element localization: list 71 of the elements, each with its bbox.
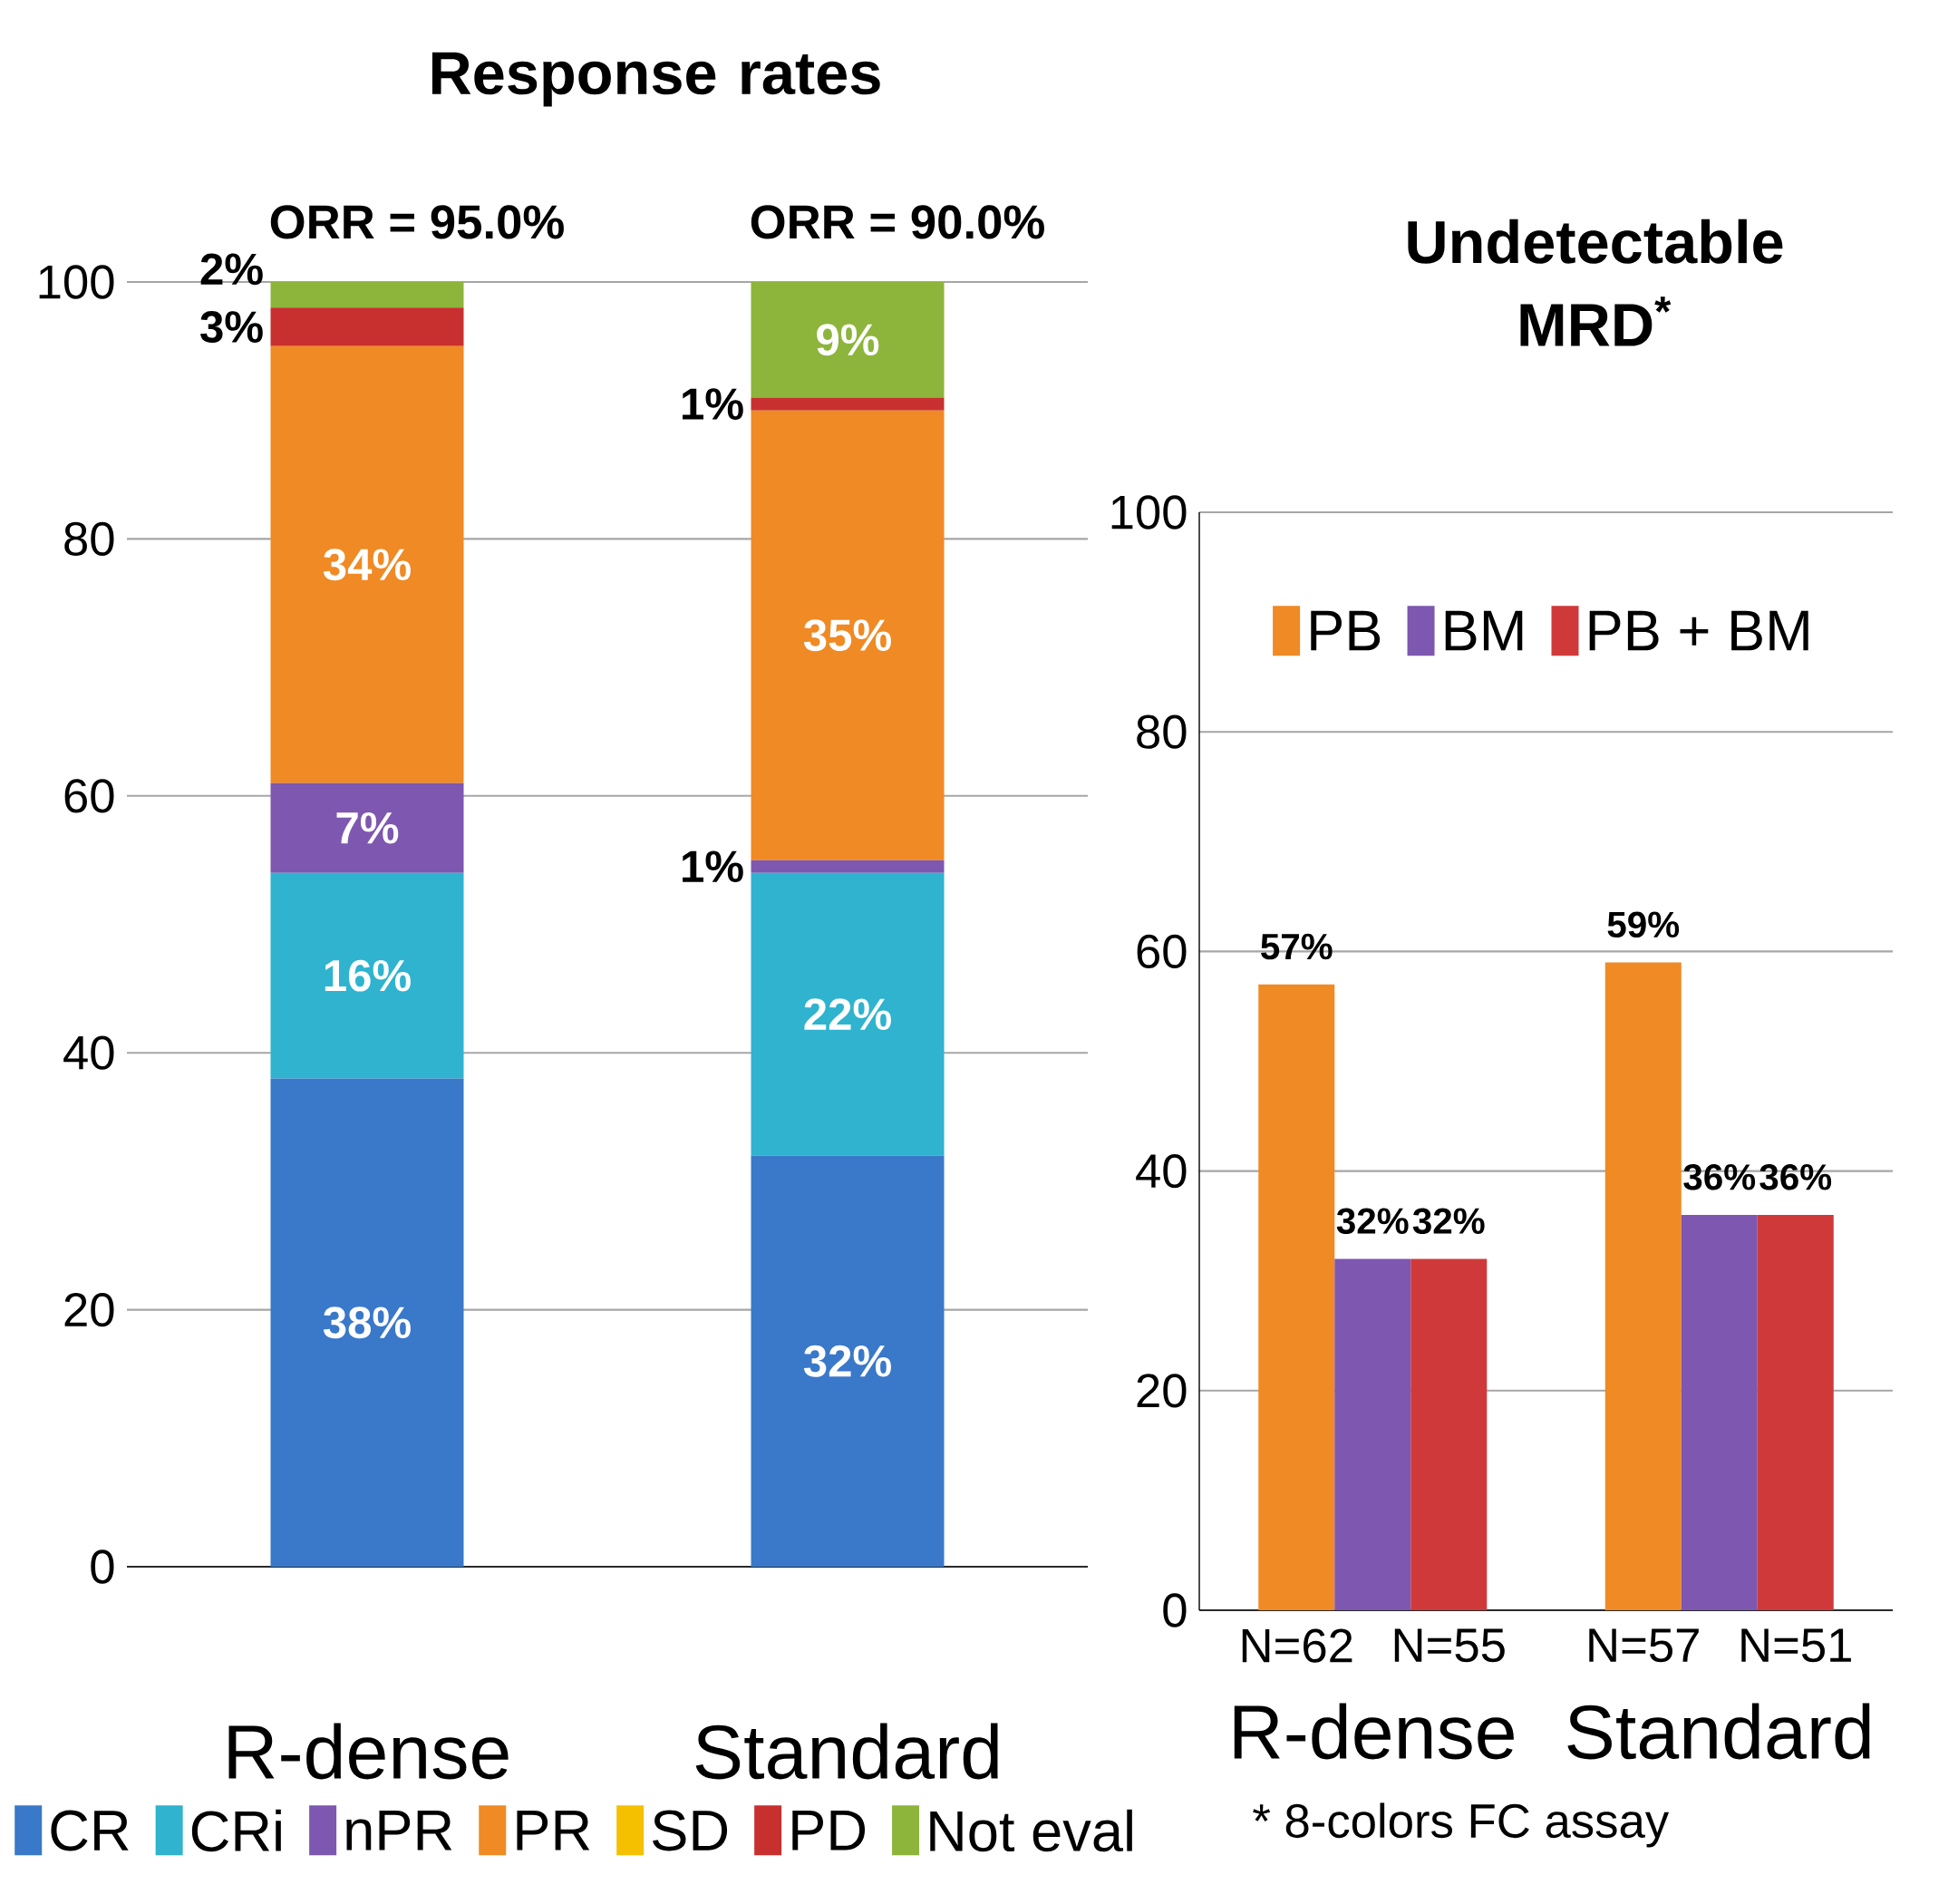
data-label: 7% [336, 811, 399, 844]
bar [270, 782, 464, 873]
data-label: 36% [1759, 1163, 1832, 1190]
data-label: 34% [323, 549, 411, 581]
data-label: 16% [325, 959, 411, 992]
data-label: 9% [817, 324, 879, 356]
legend-label: PB + BM [1589, 610, 1808, 651]
bar [1681, 1215, 1758, 1611]
y-tick-label: 80 [1137, 714, 1187, 749]
x-tick-label: Standard [1567, 1703, 1870, 1760]
bar [270, 282, 464, 308]
bar [270, 872, 464, 1079]
y-tick-label: 80 [64, 521, 114, 557]
data-label: 38% [323, 1307, 411, 1339]
y-tick-label: 100 [39, 265, 114, 299]
legend-label: PD [792, 1810, 866, 1851]
text: N=55 [1394, 1628, 1505, 1663]
bar [270, 307, 464, 346]
bar [1334, 1258, 1411, 1611]
legend-label: Not eval [930, 1809, 1132, 1852]
bar [1604, 962, 1682, 1611]
bar [751, 397, 945, 411]
data-label: 22% [804, 998, 891, 1031]
text: N=57 [1589, 1628, 1699, 1663]
data-label: 35% [803, 619, 891, 652]
data-label: 32% [1412, 1208, 1485, 1235]
bar [1410, 1258, 1488, 1611]
data-label: 2% [200, 253, 263, 286]
bar [751, 872, 945, 1156]
bar [751, 410, 945, 860]
legend-label: PB [1311, 610, 1381, 651]
bar [751, 282, 945, 398]
data-label: 3% [200, 311, 263, 344]
data-label: 59% [1607, 911, 1680, 938]
bar [751, 860, 945, 873]
y-tick-label: 0 [91, 1549, 114, 1584]
bar [1258, 984, 1335, 1611]
x-tick-label: R-dense [228, 1723, 509, 1780]
y-tick-label: 0 [1163, 1593, 1187, 1627]
legend-label: BM [1445, 610, 1523, 651]
text: N=62 [1242, 1628, 1352, 1663]
bar [1757, 1215, 1834, 1611]
text: N=51 [1741, 1628, 1851, 1663]
legend-label: nPR [346, 1810, 452, 1851]
y-tick-label: 60 [64, 779, 114, 813]
legend-label: CR [51, 1810, 129, 1851]
chart-title: Response rates [431, 52, 880, 107]
annotation: ORR = 90.0% [751, 205, 1044, 239]
annotation: ORR = 95.0% [270, 205, 564, 239]
data-label: 57% [1261, 933, 1333, 960]
legend-label: PR [517, 1810, 590, 1851]
y-tick-label: 20 [64, 1292, 114, 1327]
data-label: 1% [683, 388, 743, 420]
x-tick-label: R-dense [1234, 1703, 1514, 1760]
chart-title: Undetectable MRD$^{*}$ [1408, 219, 1783, 346]
data-label: 32% [1336, 1208, 1409, 1235]
y-tick-label: 20 [1137, 1374, 1187, 1408]
legend-label: SD [653, 1810, 728, 1851]
y-tick-label: 40 [63, 1035, 114, 1070]
bar [270, 345, 464, 783]
bar [270, 1078, 464, 1568]
x-tick-label: Standard [695, 1723, 998, 1780]
y-tick-label: 100 [1111, 495, 1187, 529]
bar [751, 1155, 945, 1568]
data-label: 36% [1683, 1163, 1756, 1190]
data-label: 1% [683, 850, 743, 883]
data-label: 32% [803, 1345, 891, 1377]
legend-label: CRi [191, 1809, 281, 1852]
y-tick-label: 40 [1136, 1153, 1187, 1189]
y-tick-label: 60 [1137, 934, 1187, 969]
text: * 8-colors FC assay [1253, 1802, 1670, 1848]
